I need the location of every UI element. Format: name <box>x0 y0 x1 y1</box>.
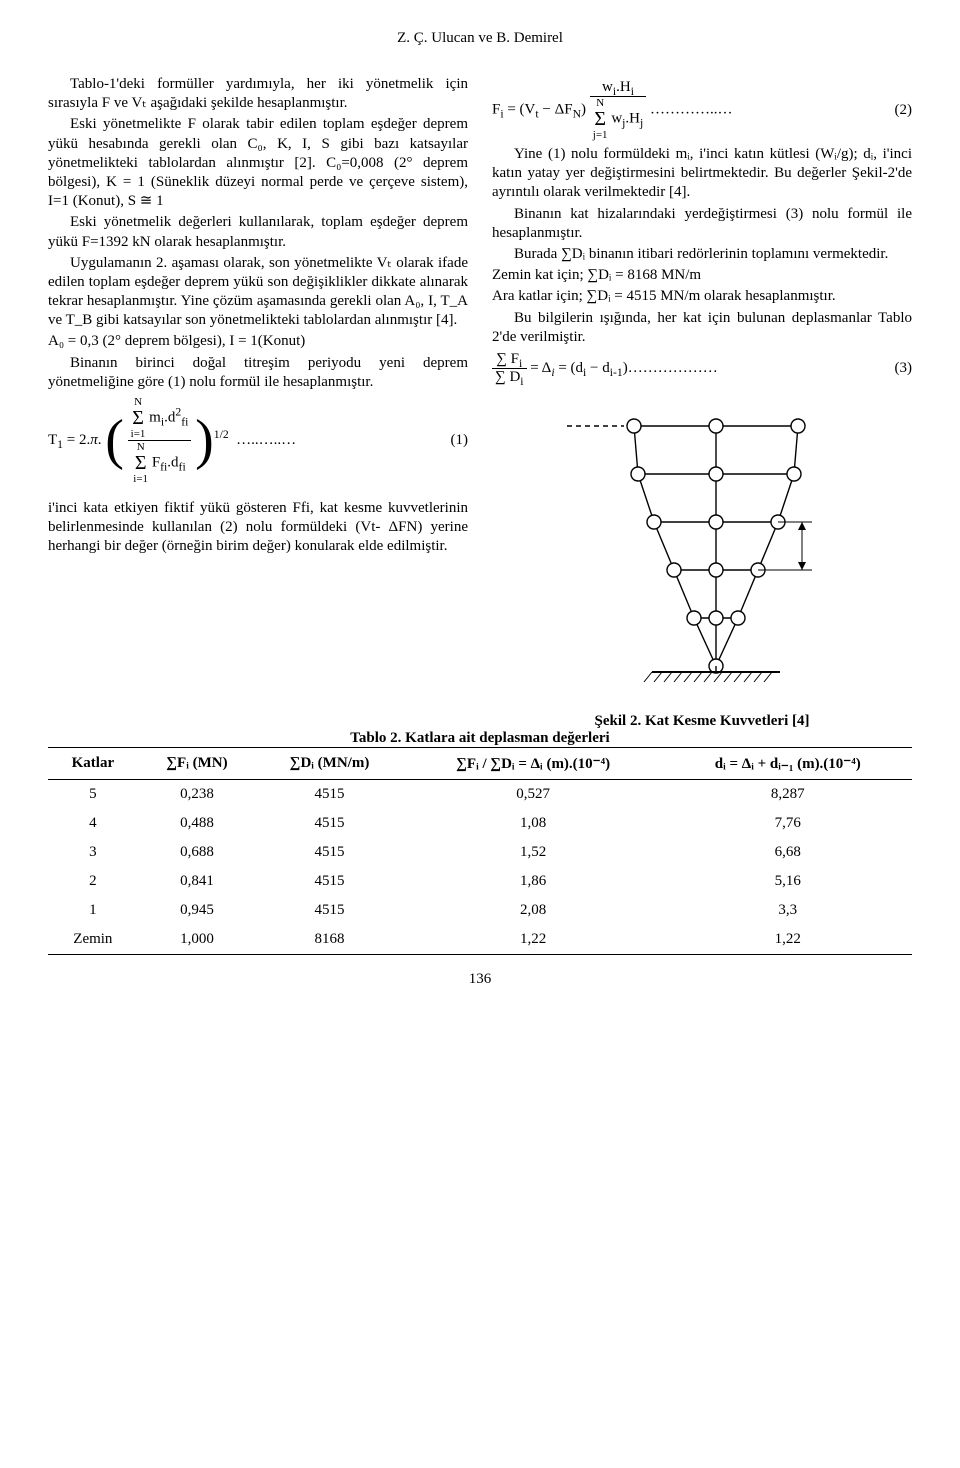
cell: 0,945 <box>138 896 257 925</box>
page-number: 136 <box>48 971 912 988</box>
col-disp: dᵢ = Δᵢ + dᵢ₋₁ (m).(10⁻⁴) <box>663 747 912 779</box>
para: Eski yönetmelik değerleri kullanılarak, … <box>48 213 468 251</box>
para: A₀ = 0,3 (2° deprem bölgesi), I = 1(Konu… <box>48 332 468 351</box>
cell: 5 <box>48 779 138 809</box>
cell: 0,527 <box>403 779 664 809</box>
equation-3: ∑ Fi ∑ Di = Δi = (di − di-1)……………… (3) <box>492 351 912 386</box>
cell: 1,000 <box>138 925 257 955</box>
cell: 4 <box>48 809 138 838</box>
para: Burada ∑Dᵢ binanın itibari redörlerinin … <box>492 245 912 264</box>
table-2-caption: Tablo 2. Katlara ait deplasman değerleri <box>350 730 609 746</box>
equation-2: Fi = (Vt − ΔFN) wi.Hi NΣj=1 wj.Hj …………..… <box>492 79 912 141</box>
para: Yine (1) nolu formüldeki mᵢ, i'inci katı… <box>492 145 912 203</box>
cell: 4515 <box>256 867 403 896</box>
table-row: Zemin1,00081681,221,22 <box>48 925 912 955</box>
right-column: Fi = (Vt − ΔFN) wi.Hi NΣj=1 wj.Hj …………..… <box>492 75 912 730</box>
eq-number: (3) <box>895 360 913 377</box>
table-row: 50,23845150,5278,287 <box>48 779 912 809</box>
cell: 2 <box>48 867 138 896</box>
cell: 1,52 <box>403 838 664 867</box>
table-row: 10,94545152,083,3 <box>48 896 912 925</box>
col-katlar: Katlar <box>48 747 138 779</box>
eq-number: (1) <box>451 432 469 449</box>
equation-1: T1 = 2.π. ( NΣi=1 mi.d2fi NΣi=1 Ffi.dfi … <box>48 396 468 485</box>
cell: 0,841 <box>138 867 257 896</box>
eq-body: ∑ Fi ∑ Di = Δi = (di − di-1)……………… <box>492 351 718 386</box>
figure-2-svg <box>552 392 852 702</box>
col-fi: ∑Fᵢ (MN) <box>138 747 257 779</box>
table-row: 30,68845151,526,68 <box>48 838 912 867</box>
col-di: ∑Dᵢ (MN/m) <box>256 747 403 779</box>
para: Tablo-1'deki formüller yardımıyla, her i… <box>48 75 468 113</box>
cell: 1,22 <box>403 925 664 955</box>
cell: 0,488 <box>138 809 257 838</box>
cell: 3,3 <box>663 896 912 925</box>
cell: 6,68 <box>663 838 912 867</box>
eq-number: (2) <box>895 102 913 119</box>
cell: 8,287 <box>663 779 912 809</box>
para: Uygulamanın 2. aşaması olarak, son yönet… <box>48 254 468 331</box>
eq-body: T1 = 2.π. ( NΣi=1 mi.d2fi NΣi=1 Ffi.dfi … <box>48 396 296 485</box>
cell: 0,238 <box>138 779 257 809</box>
para: Binanın birinci doğal titreşim periyodu … <box>48 354 468 392</box>
cell: 1,22 <box>663 925 912 955</box>
col-ratio: ∑Fᵢ / ∑Dᵢ = Δᵢ (m).(10⁻⁴) <box>403 747 664 779</box>
cell: 5,16 <box>663 867 912 896</box>
table-header-row: Katlar ∑Fᵢ (MN) ∑Dᵢ (MN/m) ∑Fᵢ / ∑Dᵢ = Δ… <box>48 747 912 779</box>
figure-2-caption: Şekil 2. Kat Kesme Kuvvetleri [4] <box>492 713 912 730</box>
cell: 1 <box>48 896 138 925</box>
cell: 7,76 <box>663 809 912 838</box>
para: Bu bilgilerin ışığında, her kat için bul… <box>492 309 912 347</box>
cell: 4515 <box>256 838 403 867</box>
para: Zemin kat için; ∑Dᵢ = 8168 MN/m <box>492 266 912 285</box>
cell: 1,86 <box>403 867 664 896</box>
table-row: 20,84145151,865,16 <box>48 867 912 896</box>
cell: 4515 <box>256 896 403 925</box>
left-column: Tablo-1'deki formüller yardımıyla, her i… <box>48 75 468 730</box>
cell: 4515 <box>256 809 403 838</box>
para: Ara katlar için; ∑Dᵢ = 4515 MN/m olarak … <box>492 287 912 306</box>
eq-body: Fi = (Vt − ΔFN) wi.Hi NΣj=1 wj.Hj …………..… <box>492 79 733 141</box>
page-header: Z. Ç. Ulucan ve B. Demirel <box>48 30 912 47</box>
two-column-body: Tablo-1'deki formüller yardımıyla, her i… <box>48 75 912 730</box>
figure-2 <box>492 392 912 707</box>
table-row: 40,48845151,087,76 <box>48 809 912 838</box>
cell: 4515 <box>256 779 403 809</box>
para: Binanın kat hizalarındaki yerdeğiştirmes… <box>492 205 912 243</box>
table-2: Katlar ∑Fᵢ (MN) ∑Dᵢ (MN/m) ∑Fᵢ / ∑Dᵢ = Δ… <box>48 747 912 955</box>
cell: 0,688 <box>138 838 257 867</box>
cell: 8168 <box>256 925 403 955</box>
para: i'inci kata etkiyen fiktif yükü gösteren… <box>48 499 468 557</box>
cell: 3 <box>48 838 138 867</box>
cell: 2,08 <box>403 896 664 925</box>
para: Eski yönetmelikte F olarak tabir edilen … <box>48 115 468 211</box>
cell: Zemin <box>48 925 138 955</box>
cell: 1,08 <box>403 809 664 838</box>
